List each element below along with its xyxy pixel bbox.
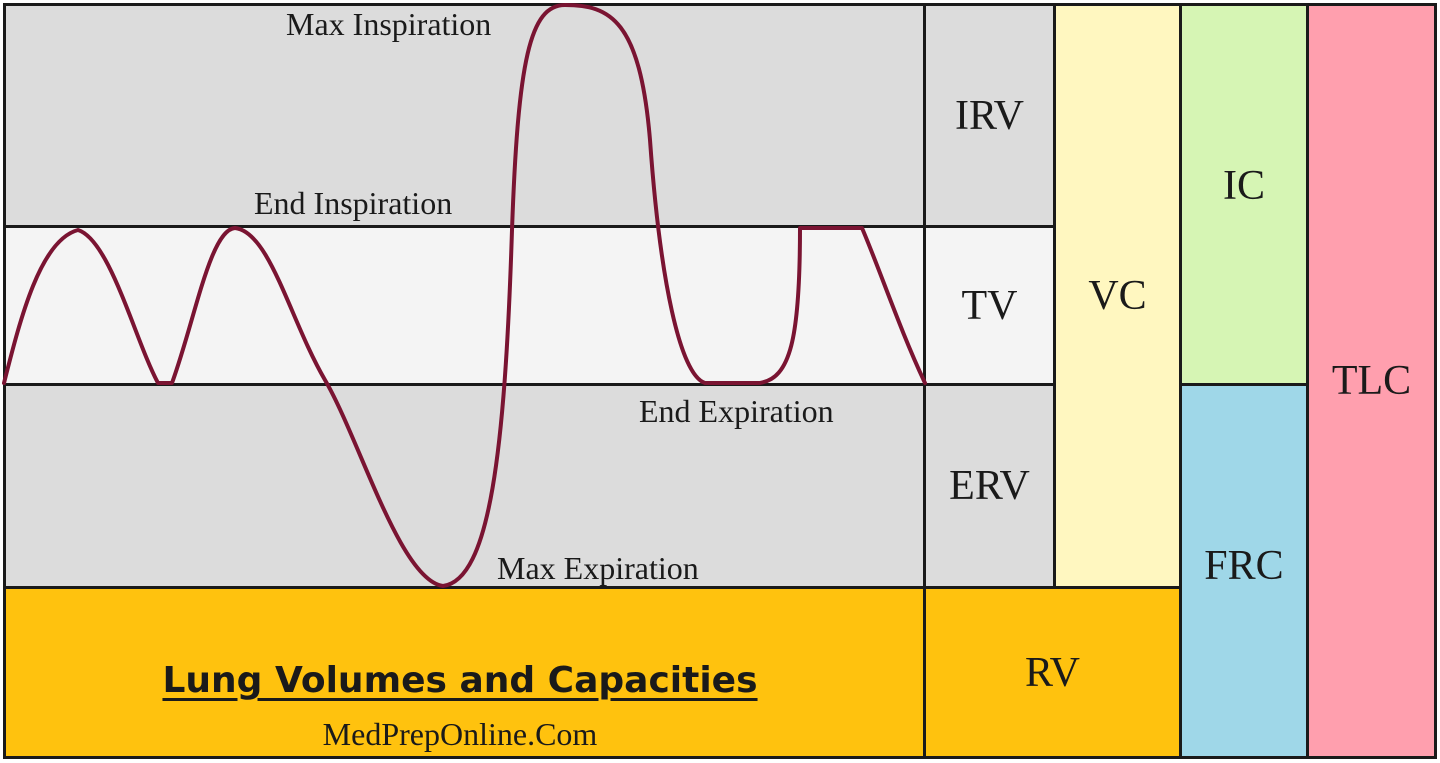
irv-cell: IRV [923, 3, 1056, 228]
erv-label: ERV [949, 463, 1030, 509]
diagram-title: Lung Volumes and Capacities [162, 660, 758, 701]
end-expiration-annotation: End Expiration [639, 393, 834, 429]
tlc-column: TLC [1306, 3, 1437, 759]
max-inspiration-annotation: Max Inspiration [286, 6, 492, 42]
site-credit: MedPrepOnline.Com [322, 716, 598, 752]
rv-label: RV [1025, 649, 1080, 696]
max-expiration-annotation: Max Expiration [497, 550, 699, 586]
tv-band [3, 225, 926, 386]
frc-label: FRC [1204, 543, 1284, 589]
volume-trace-line [2, 3, 927, 588]
ic-label: IC [1223, 162, 1265, 209]
residual-band [3, 586, 926, 759]
vc-column: VC [1053, 3, 1182, 589]
tv-label: TV [961, 282, 1018, 329]
tv-cell: TV [923, 225, 1056, 386]
erv-cell: ERV [923, 383, 1056, 589]
vc-label: VC [1088, 273, 1147, 319]
irv-band [3, 3, 926, 228]
rv-cell: RV [923, 586, 1182, 759]
irv-label: IRV [955, 92, 1024, 139]
tlc-label: TLC [1331, 358, 1412, 404]
end-inspiration-annotation: End Inspiration [254, 185, 453, 221]
